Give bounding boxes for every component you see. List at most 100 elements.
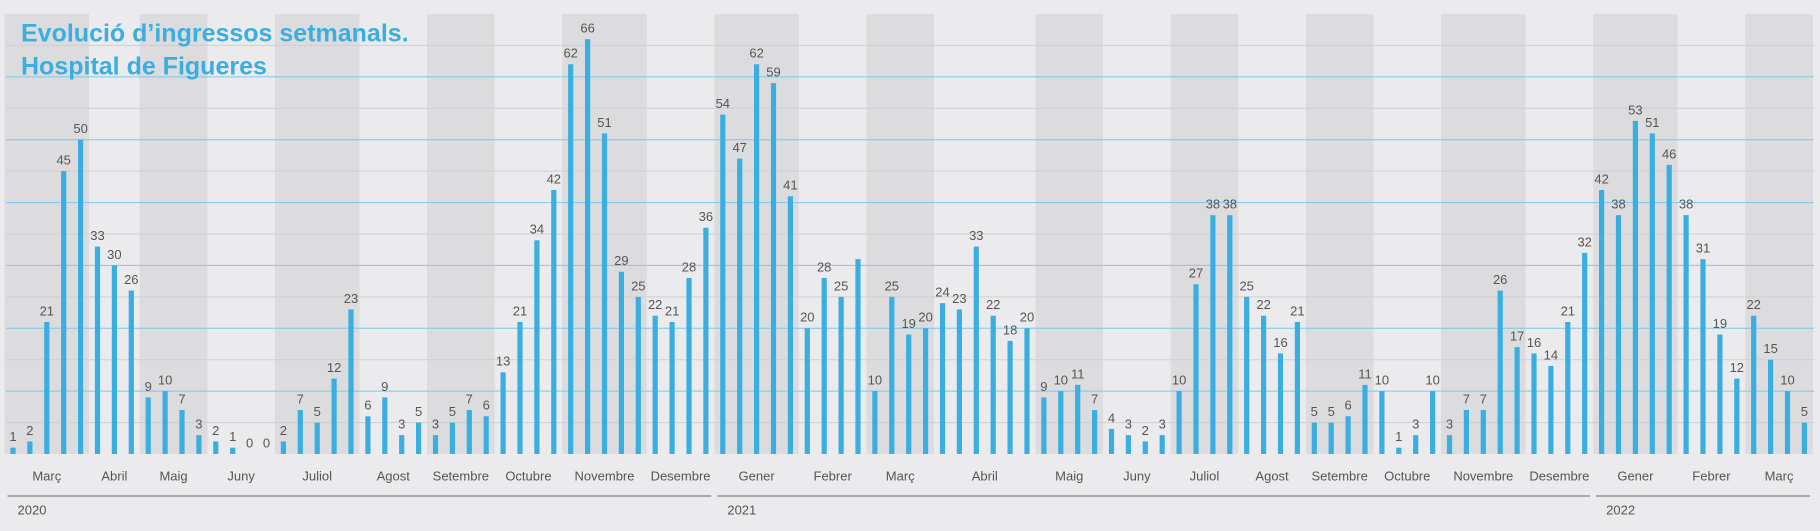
bar bbox=[1801, 422, 1807, 454]
value-label: 10 bbox=[158, 373, 172, 388]
bar bbox=[10, 447, 16, 454]
bar bbox=[1751, 315, 1757, 454]
value-label: 21 bbox=[1290, 303, 1304, 318]
value-label: 7 bbox=[1480, 391, 1487, 406]
bar bbox=[1396, 447, 1402, 454]
year-label: 2022 bbox=[1606, 502, 1635, 517]
bar bbox=[1125, 435, 1131, 454]
year-label: 2021 bbox=[727, 502, 756, 517]
bar bbox=[889, 296, 895, 454]
value-label: 45 bbox=[56, 153, 70, 168]
value-label: 1 bbox=[1395, 429, 1402, 444]
value-label: 59 bbox=[766, 65, 780, 80]
bar bbox=[956, 309, 962, 454]
bar bbox=[1379, 391, 1385, 454]
bar bbox=[314, 422, 320, 454]
bar bbox=[1261, 315, 1267, 454]
bar bbox=[27, 441, 33, 454]
value-label: 0 bbox=[263, 435, 270, 450]
value-label: 51 bbox=[597, 115, 611, 130]
bar bbox=[61, 171, 67, 454]
value-label: 17 bbox=[1510, 329, 1524, 344]
bar bbox=[1717, 334, 1723, 454]
x-tick-label: Octubre bbox=[505, 468, 551, 483]
bar bbox=[348, 309, 354, 454]
bar bbox=[1294, 322, 1300, 454]
value-label: 3 bbox=[195, 417, 202, 432]
bar bbox=[1632, 120, 1638, 454]
value-label: 5 bbox=[449, 404, 456, 419]
bar bbox=[1244, 296, 1250, 454]
value-label: 34 bbox=[530, 222, 544, 237]
bar bbox=[635, 296, 641, 454]
value-label: 50 bbox=[73, 121, 87, 136]
bar bbox=[145, 397, 151, 454]
bar bbox=[1075, 384, 1081, 454]
x-tick-label: Setembre bbox=[1311, 468, 1367, 483]
bar bbox=[1007, 340, 1013, 454]
value-label: 19 bbox=[1713, 316, 1727, 331]
x-tick-label: Març bbox=[886, 468, 915, 483]
value-label: 22 bbox=[1256, 297, 1270, 312]
bar bbox=[1565, 322, 1571, 454]
value-label: 11 bbox=[1358, 366, 1372, 381]
bar bbox=[703, 227, 709, 454]
value-label: 10 bbox=[1780, 373, 1794, 388]
x-tick-label: Agost bbox=[1255, 468, 1289, 483]
bar bbox=[1345, 416, 1351, 454]
value-label: 42 bbox=[547, 171, 561, 186]
year-label: 2020 bbox=[18, 502, 47, 517]
bar bbox=[1041, 397, 1047, 454]
value-label: 32 bbox=[1577, 234, 1591, 249]
value-label: 3 bbox=[1446, 417, 1453, 432]
x-tick-label: Maig bbox=[1055, 468, 1083, 483]
value-label: 7 bbox=[1463, 391, 1470, 406]
bar bbox=[128, 290, 134, 454]
grid bbox=[6, 44, 1814, 424]
bar bbox=[720, 114, 726, 455]
value-label: 13 bbox=[496, 354, 510, 369]
value-label: 3 bbox=[1159, 417, 1166, 432]
bar bbox=[111, 265, 117, 454]
value-label: 51 bbox=[1645, 115, 1659, 130]
value-label: 6 bbox=[364, 398, 371, 413]
x-tick-label: Agost bbox=[377, 468, 411, 483]
bar bbox=[1582, 252, 1588, 454]
x-tick-label: Novembre bbox=[575, 468, 635, 483]
bar bbox=[737, 158, 743, 455]
bar bbox=[1176, 391, 1182, 454]
value-label: 26 bbox=[124, 272, 138, 287]
bar bbox=[1311, 422, 1317, 454]
value-label: 1 bbox=[9, 429, 16, 444]
bar bbox=[230, 447, 236, 454]
value-label: 21 bbox=[40, 303, 54, 318]
bar bbox=[44, 322, 50, 454]
value-label: 5 bbox=[1328, 404, 1335, 419]
bar bbox=[1531, 353, 1537, 454]
value-label: 21 bbox=[665, 303, 679, 318]
value-label: 25 bbox=[1239, 278, 1253, 293]
value-label: 6 bbox=[1344, 398, 1351, 413]
value-label: 18 bbox=[1003, 322, 1017, 337]
bar bbox=[838, 296, 844, 454]
value-label: 10 bbox=[1375, 373, 1389, 388]
bar bbox=[1362, 384, 1368, 454]
value-label: 2 bbox=[26, 423, 33, 438]
value-label: 20 bbox=[1020, 310, 1034, 325]
value-label: 19 bbox=[901, 316, 915, 331]
x-tick-label: Octubre bbox=[1384, 468, 1430, 483]
x-tick-label: Gener bbox=[739, 468, 776, 483]
value-label: 10 bbox=[868, 373, 882, 388]
value-label: 23 bbox=[344, 291, 358, 306]
x-tick-label: Març bbox=[1765, 468, 1794, 483]
value-label: 54 bbox=[716, 96, 730, 111]
chart-title: Evolució d’ingressos setmanals. bbox=[21, 20, 409, 48]
bar bbox=[1193, 284, 1199, 454]
value-label: 12 bbox=[327, 360, 341, 375]
x-tick-label: Juny bbox=[1123, 468, 1151, 483]
value-label: 36 bbox=[699, 209, 713, 224]
bar bbox=[1142, 441, 1148, 454]
bar bbox=[449, 422, 455, 454]
bar bbox=[1210, 215, 1216, 454]
